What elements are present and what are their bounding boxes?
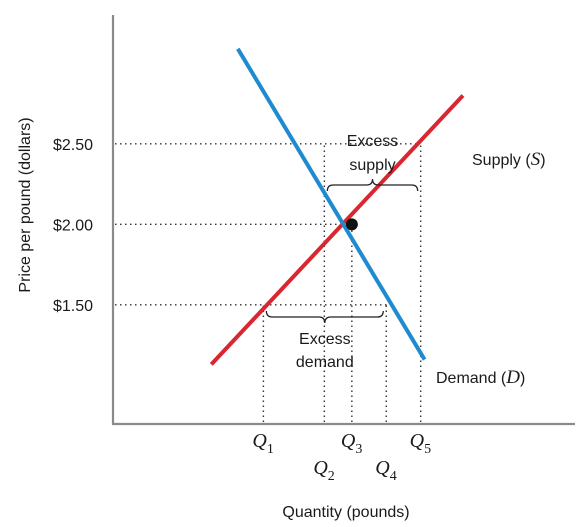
demand-label: Demand (D)	[436, 367, 525, 388]
excess-supply-label-line1: Excess	[347, 133, 399, 150]
excess-supply-label-line2: supply	[349, 157, 395, 174]
supply-line	[209, 94, 465, 366]
series-layer: Supply (S) Demand (D)	[209, 47, 546, 388]
supply-label: Supply (S)	[472, 149, 546, 170]
y-tick-2.5: $2.50	[53, 137, 93, 154]
y-tick-2: $2.00	[53, 217, 93, 234]
x-tick-q1: Q1	[252, 430, 273, 457]
excess-supply-brace	[326, 178, 419, 192]
guide-lines	[115, 143, 422, 422]
x-axis-title: Quantity (pounds)	[282, 504, 409, 521]
equilibrium-point	[345, 218, 358, 231]
demand-line	[236, 47, 427, 361]
y-axis-title: Price per pound (dollars)	[17, 117, 34, 292]
x-tick-q5: Q5	[410, 430, 431, 457]
tick-labels: $2.50 $2.00 $1.50 Q1 Q2 Q3 Q4 Q5	[53, 137, 431, 484]
x-tick-q2: Q2	[313, 457, 334, 484]
plot-area: Supply (S) Demand (D) $2.50 $2.00 $1.50 Q1 Q2…	[53, 15, 575, 484]
excess-demand-label-line1: Excess	[299, 331, 351, 348]
y-tick-1.5: $1.50	[53, 298, 93, 315]
x-tick-q4: Q4	[375, 457, 396, 484]
annotations: Excess supply Excess demand	[265, 133, 419, 371]
x-tick-q3: Q3	[341, 430, 362, 457]
excess-demand-brace	[265, 310, 384, 324]
excess-demand-label-line2: demand	[296, 354, 354, 371]
